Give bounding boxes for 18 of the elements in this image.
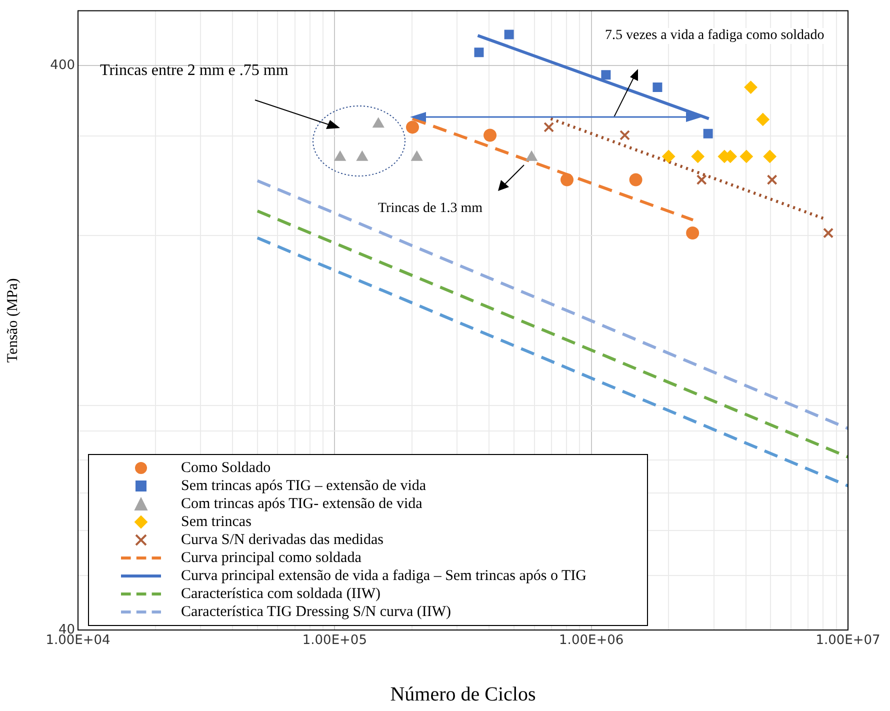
y-tick-label: 400: [50, 58, 75, 73]
x-axis-title: Número de Ciclos: [390, 683, 536, 706]
legend-label: Curva principal extensão de vida a fadiga – Sem trincas após o TIG: [181, 567, 586, 585]
legend-label: Curva S/N derivadas das medidas: [181, 531, 384, 549]
x-tick-label: 1.00E+07: [816, 633, 880, 648]
annotation: Trincas de 1.3 mm: [378, 201, 482, 217]
legend-label: Característica TIG Dressing S/N curva (IIW): [181, 603, 452, 621]
legend-label: Curva principal como soldada: [181, 549, 362, 567]
annotation: Trincas entre 2 mm e .75 mm: [100, 62, 288, 80]
legend-label: Como Soldado: [181, 459, 271, 477]
legend-label: Sem trincas: [181, 513, 252, 531]
legend-label: Sem trincas após TIG – extensão de vida: [181, 477, 426, 495]
legend-label: Característica com soldada (IIW): [181, 585, 380, 603]
y-axis-title: Tensão (MPa): [4, 278, 21, 363]
x-tick-label: 1.00E+05: [302, 633, 367, 648]
x-tick-label: 1.00E+06: [559, 633, 624, 648]
legend-label: Com trincas após TIG- extensão de vida: [181, 495, 422, 513]
annotation: 7.5 vezes a vida a fadiga como soldado: [605, 28, 824, 44]
